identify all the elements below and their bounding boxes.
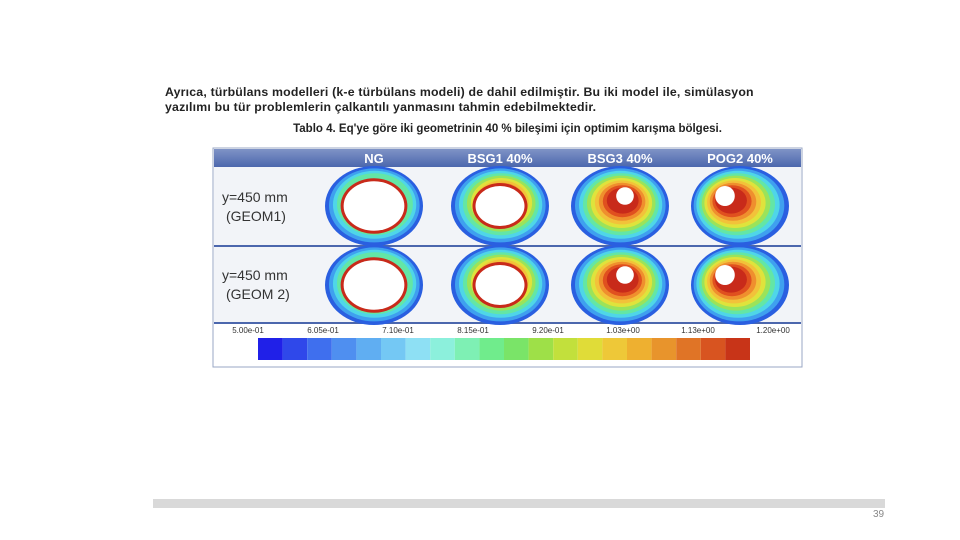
contour-plot: [451, 166, 549, 246]
colorbar-swatch: [331, 338, 357, 360]
colorbar-swatch: [651, 338, 677, 360]
contour-plot: [691, 166, 789, 246]
contour-plot: [325, 245, 423, 325]
contour-core: [475, 265, 525, 305]
colorbar-swatch: [627, 338, 652, 360]
colorbar-label: 1.13e+00: [681, 326, 715, 335]
colorbar-swatch: [454, 338, 480, 360]
row-label: (GEOM 2): [226, 286, 290, 302]
colorbar-swatch: [577, 338, 603, 360]
colorbar-swatch: [602, 338, 627, 360]
contour-core: [616, 266, 634, 284]
colorbar-label: 7.10e-01: [382, 326, 414, 335]
table-caption: Tablo 4. Eq'ye göre iki geometrinin 40 %…: [293, 123, 722, 135]
colorbar-swatch: [282, 338, 308, 360]
colorbar-label: 8.15e-01: [457, 326, 489, 335]
colorbar-swatch: [553, 338, 578, 360]
colorbar-swatch: [479, 338, 504, 360]
contour-plot: [325, 166, 423, 246]
colorbar-swatch: [430, 338, 455, 360]
colorbar-swatch: [381, 338, 406, 360]
colorbar-swatch: [725, 338, 750, 360]
column-header: BSG3 40%: [587, 151, 652, 166]
colorbar: 5.00e-01 6.05e-01 7.10e-01 8.15e-01 9.20e-01…: [232, 326, 790, 360]
colorbar-swatch: [528, 338, 554, 360]
row-label: (GEOM1): [226, 208, 286, 224]
colorbar-label: 5.00e-01: [232, 326, 264, 335]
colorbar-label: 1.20e+00: [756, 326, 790, 335]
contour-core: [616, 187, 634, 205]
colorbar-swatch: [504, 338, 529, 360]
contour-core: [343, 260, 405, 310]
paragraph-line: Ayrıca, türbülans modelleri (k-e türbüla…: [165, 85, 754, 99]
contour-plot: [571, 245, 669, 325]
contour-core: [715, 186, 735, 206]
contour-plots: [325, 166, 789, 325]
column-header: POG2 40%: [707, 151, 773, 166]
colorbar-label: 9.20e-01: [532, 326, 564, 335]
header-bar: [214, 149, 801, 167]
contour-plot: [451, 245, 549, 325]
column-header: NG: [364, 151, 384, 166]
colorbar-swatch: [700, 338, 726, 360]
colorbar-label: 6.05e-01: [307, 326, 339, 335]
page-number: 39: [873, 509, 885, 520]
colorbar-swatch: [258, 338, 283, 360]
contour-plot: [691, 245, 789, 325]
paragraph-line: yazılımı bu tür problemlerin çalkantılı …: [165, 100, 597, 114]
contour-core: [715, 265, 735, 285]
colorbar-swatch: [676, 338, 701, 360]
colorbar-swatch: [405, 338, 431, 360]
column-header: BSG1 40%: [467, 151, 532, 166]
contour-plot: [571, 166, 669, 246]
colorbar-label: 1.03e+00: [606, 326, 640, 335]
contour-core: [475, 186, 525, 226]
row-label: y=450 mm: [222, 267, 288, 283]
colorbar-swatch: [356, 338, 381, 360]
row-label: y=450 mm: [222, 189, 288, 205]
colorbar-swatch: [307, 338, 332, 360]
contour-core: [343, 181, 405, 231]
footer-bar: [153, 499, 885, 508]
